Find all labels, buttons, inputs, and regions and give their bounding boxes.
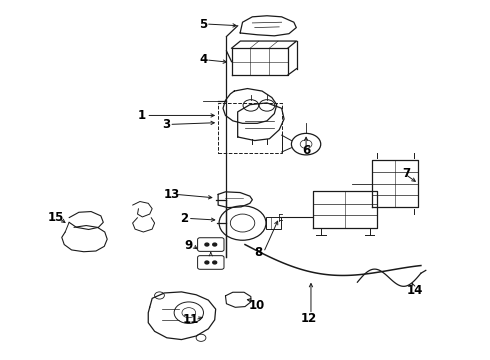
Bar	[218, 103, 282, 153]
Text: 8: 8	[255, 246, 263, 259]
Text: 12: 12	[300, 312, 317, 325]
Text: 9: 9	[185, 239, 193, 252]
Text: 11: 11	[183, 313, 199, 327]
Circle shape	[213, 243, 217, 246]
Text: 10: 10	[249, 299, 266, 312]
Circle shape	[205, 243, 209, 246]
Text: 6: 6	[302, 144, 310, 157]
Text: 7: 7	[402, 167, 410, 180]
Text: 13: 13	[164, 188, 180, 201]
Text: 4: 4	[199, 53, 208, 66]
Text: 1: 1	[137, 109, 146, 122]
Text: 14: 14	[407, 284, 423, 297]
Circle shape	[213, 261, 217, 264]
Text: 15: 15	[47, 211, 64, 224]
Text: 3: 3	[162, 118, 170, 131]
Bar	[266, 217, 281, 229]
Circle shape	[205, 261, 209, 264]
Text: 5: 5	[199, 18, 208, 31]
Text: 2: 2	[180, 212, 189, 225]
